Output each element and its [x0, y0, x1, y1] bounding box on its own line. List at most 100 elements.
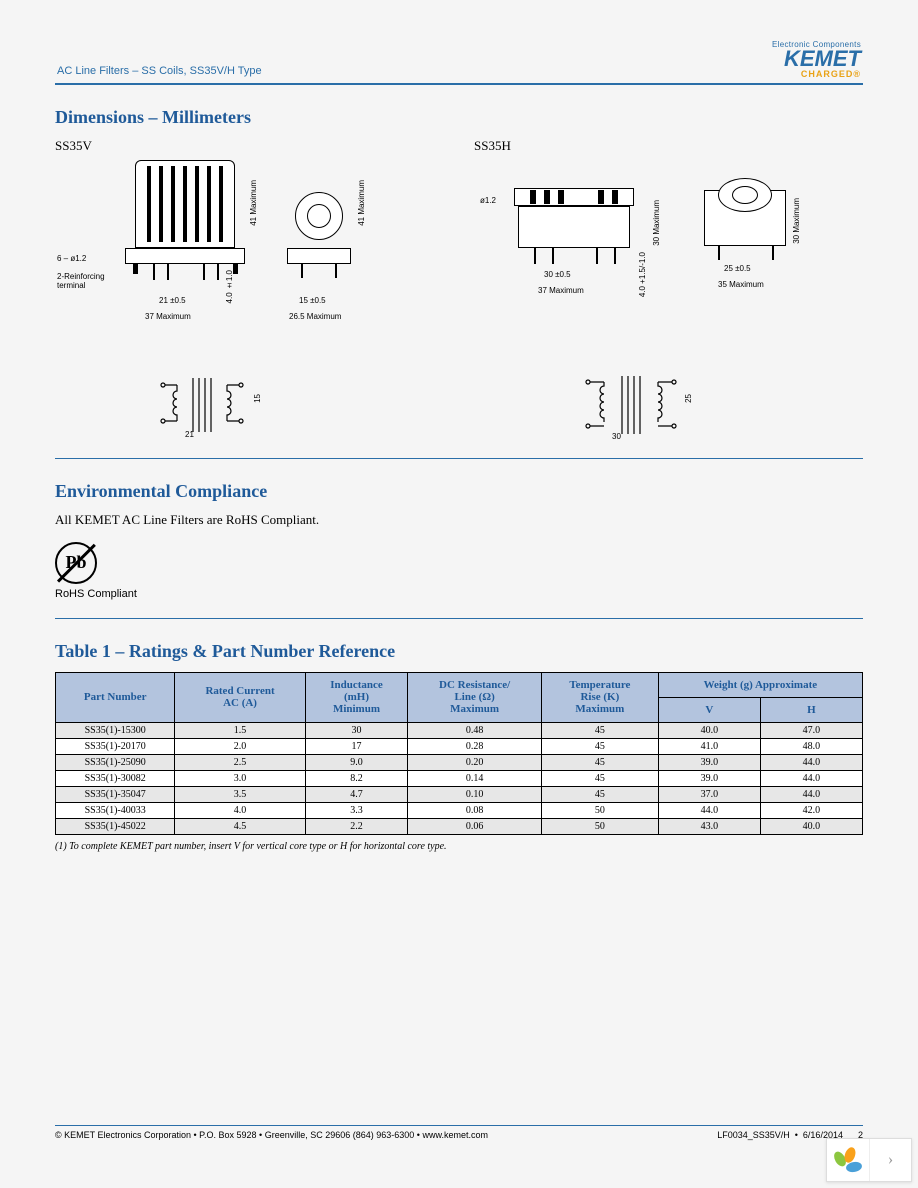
th-temp: Temperature Rise (K) Maximum — [541, 672, 658, 722]
divider-1 — [55, 458, 863, 459]
ss35h-schematic: 30 25 — [574, 370, 694, 440]
ss35v-side-w: 15 ±0.5 — [299, 296, 326, 305]
table-cell: 0.48 — [408, 722, 542, 738]
page-header: AC Line Filters – SS Coils, SS35V/H Type… — [55, 40, 863, 85]
ss35h-sch-h: 25 — [684, 394, 693, 403]
th-weight: Weight (g) Approximate — [658, 672, 862, 697]
th-wh: H — [760, 697, 862, 722]
nav-logo-icon[interactable] — [827, 1139, 869, 1181]
table-cell: 3.0 — [175, 770, 305, 786]
table-cell: 44.0 — [760, 786, 862, 802]
table-cell: 45 — [541, 754, 658, 770]
table-cell: 0.20 — [408, 754, 542, 770]
th-part: Part Number — [56, 672, 175, 722]
next-page-button[interactable]: › — [869, 1139, 911, 1181]
ss35v-schematic: 21 15 — [145, 370, 265, 440]
ss35v-drawing: 6 – ø1.2 2-Reinforcing terminal 41 Maxim… — [55, 160, 395, 440]
ss35h-sidemax: 35 Maximum — [718, 280, 764, 289]
env-title: Environmental Compliance — [55, 481, 863, 502]
logo-name: KEMET — [772, 49, 861, 69]
table-row: SS35(1)-450224.52.20.065043.040.0 — [56, 818, 863, 834]
table-cell: SS35(1)-25090 — [56, 754, 175, 770]
ss35v-hmax: 41 Maximum — [249, 180, 258, 226]
table-cell: 30 — [305, 722, 408, 738]
table1-section: Table 1 – Ratings & Part Number Referenc… — [55, 641, 863, 852]
table-cell: 0.10 — [408, 786, 542, 802]
table-cell: 0.08 — [408, 802, 542, 818]
table-cell: 44.0 — [760, 770, 862, 786]
ss35v-reinforcing: 2-Reinforcing terminal — [57, 272, 105, 290]
table-cell: 45 — [541, 786, 658, 802]
ss35v-wmax: 37 Maximum — [145, 312, 191, 321]
ss35h-block: SS35H ø1.2 30 ±0.5 37 Maximum 4.0 +1.5/-… — [474, 138, 863, 440]
table-cell: 0.06 — [408, 818, 542, 834]
table-cell: 2.0 — [175, 738, 305, 754]
table-cell: SS35(1)-30082 — [56, 770, 175, 786]
table-cell: 48.0 — [760, 738, 862, 754]
table1-footnote: (1) To complete KEMET part number, inser… — [55, 841, 863, 852]
ss35h-pin: ø1.2 — [480, 196, 496, 205]
ss35v-block: SS35V 6 – ø1.2 — [55, 138, 444, 440]
table-cell: 41.0 — [658, 738, 760, 754]
divider-2 — [55, 618, 863, 619]
table-cell: SS35(1)-40033 — [56, 802, 175, 818]
table-cell: 40.0 — [658, 722, 760, 738]
env-text: All KEMET AC Line Filters are RoHS Compl… — [55, 512, 863, 528]
ss35v-label: SS35V — [55, 138, 444, 154]
rohs-badge: Pb RoHS Compliant — [55, 542, 863, 600]
table-cell: 45 — [541, 722, 658, 738]
table-cell: 47.0 — [760, 722, 862, 738]
table-cell: 2.5 — [175, 754, 305, 770]
ss35h-drawing: ø1.2 30 ±0.5 37 Maximum 4.0 +1.5/-1.0 30… — [474, 160, 814, 440]
table-row: SS35(1)-153001.5300.484540.047.0 — [56, 722, 863, 738]
ss35v-sch-w: 21 — [185, 430, 194, 439]
table-cell: 1.5 — [175, 722, 305, 738]
ss35v-side-max: 26.5 Maximum — [289, 312, 341, 321]
table-cell: 4.5 — [175, 818, 305, 834]
table-cell: 40.0 — [760, 818, 862, 834]
th-current: Rated Current AC (A) — [175, 672, 305, 722]
ss35h-topw: 30 ±0.5 — [544, 270, 571, 279]
dimensions-section: Dimensions – Millimeters SS35V — [55, 107, 863, 440]
table-row: SS35(1)-250902.59.00.204539.044.0 — [56, 754, 863, 770]
table-cell: 39.0 — [658, 754, 760, 770]
table-cell: 3.5 — [175, 786, 305, 802]
ss35h-hmax: 30 Maximum — [652, 200, 661, 246]
footer-left: © KEMET Electronics Corporation • P.O. B… — [55, 1130, 488, 1140]
dimensions-title: Dimensions – Millimeters — [55, 107, 863, 128]
table-cell: 9.0 — [305, 754, 408, 770]
table-cell: 44.0 — [658, 802, 760, 818]
table-cell: 45 — [541, 738, 658, 754]
table-cell: 4.7 — [305, 786, 408, 802]
table-cell: 17 — [305, 738, 408, 754]
table-cell: 37.0 — [658, 786, 760, 802]
table-cell: 39.0 — [658, 770, 760, 786]
ss35v-w1: 21 ±0.5 — [159, 296, 186, 305]
pb-free-icon: Pb — [55, 542, 97, 584]
ss35h-sidew: 25 ±0.5 — [724, 264, 751, 273]
table-row: SS35(1)-400334.03.30.085044.042.0 — [56, 802, 863, 818]
rohs-label: RoHS Compliant — [55, 588, 137, 600]
table-cell: 50 — [541, 818, 658, 834]
page-footer: © KEMET Electronics Corporation • P.O. B… — [55, 1125, 863, 1140]
table-row: SS35(1)-350473.54.70.104537.044.0 — [56, 786, 863, 802]
th-wv: V — [658, 697, 760, 722]
table-cell: SS35(1)-45022 — [56, 818, 175, 834]
table1-title: Table 1 – Ratings & Part Number Referenc… — [55, 641, 863, 662]
table-cell: SS35(1)-20170 — [56, 738, 175, 754]
table-cell: 0.14 — [408, 770, 542, 786]
ss35h-label: SS35H — [474, 138, 863, 154]
table-cell: 50 — [541, 802, 658, 818]
th-dcr: DC Resistance/ Line (Ω) Maximum — [408, 672, 542, 722]
ss35h-lead: 4.0 +1.5/-1.0 — [638, 252, 647, 297]
table-cell: 43.0 — [658, 818, 760, 834]
ss35h-side-hmax: 30 Maximum — [792, 198, 801, 244]
env-section: Environmental Compliance All KEMET AC Li… — [55, 481, 863, 600]
ss35v-lead: 4.0 ±1.0 — [225, 270, 234, 303]
table-cell: 45 — [541, 770, 658, 786]
table-cell: 42.0 — [760, 802, 862, 818]
header-doc-title: AC Line Filters – SS Coils, SS35V/H Type — [57, 65, 262, 79]
ss35v-pin-note: 6 – ø1.2 — [57, 254, 86, 263]
pb-text: Pb — [65, 552, 86, 573]
table-cell: SS35(1)-35047 — [56, 786, 175, 802]
